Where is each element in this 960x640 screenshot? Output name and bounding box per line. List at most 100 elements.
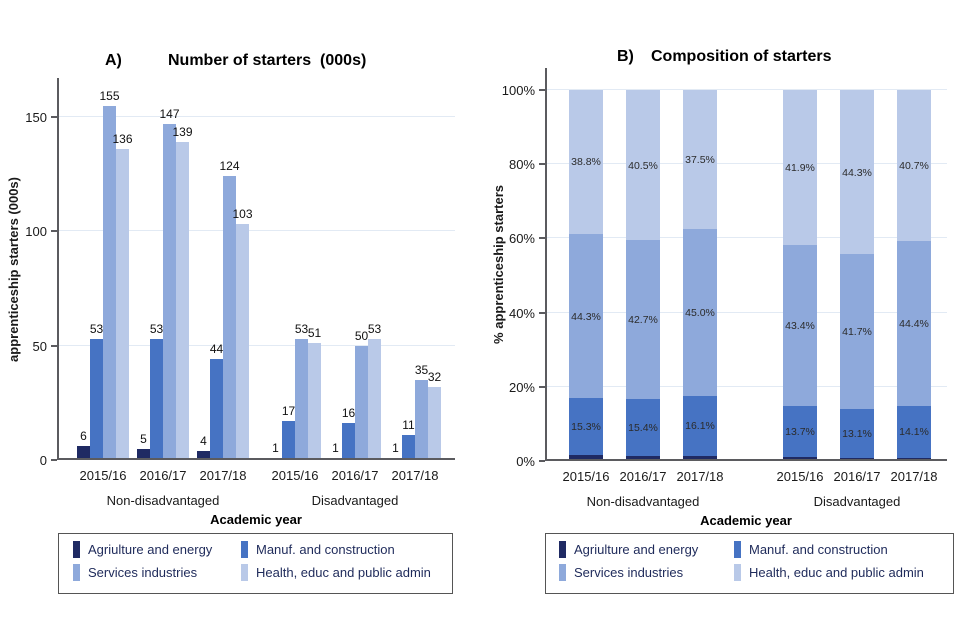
segment-s0-g2 (683, 455, 717, 461)
legend-swatch-icon (559, 564, 566, 581)
y-tick-60 (539, 237, 545, 240)
legend-item-3: Health, educ and public admin (241, 564, 431, 581)
bar-s3-g0 (116, 149, 129, 460)
segment-s1-g2 (683, 396, 717, 456)
legend-swatch-icon (734, 564, 741, 581)
legend-item-label: Manuf. and construction (749, 542, 888, 557)
segment-s1-g3 (783, 406, 817, 458)
panel-a-plot-area: 0 50 100 150 2015/16 2016/17 2017/18 2015/16 201… (25, 78, 455, 527)
bar-value-label: 124 (219, 159, 240, 174)
bar-s2-g0 (103, 105, 116, 460)
segment-value-label: 44.3% (842, 166, 872, 179)
bar-value-label: 50 (354, 328, 369, 343)
x-axis-title: Academic year (700, 513, 792, 528)
cluster-label-1: Disadvantaged (813, 494, 901, 509)
legend-item-label: Services industries (88, 565, 198, 580)
segment-value-label: 37.5% (685, 154, 715, 167)
segment-s1-g1 (626, 398, 660, 456)
bar-value-label: 53 (149, 321, 164, 336)
bar-s1-g1 (150, 338, 163, 460)
gridline-100 (57, 230, 455, 232)
segment-value-label: 43.4% (785, 320, 815, 333)
legend-item-3: Health, educ and public admin (734, 564, 924, 581)
x-tick-label-5: 2017/18 (890, 469, 938, 484)
bar-s3-g5 (428, 386, 441, 460)
legend-swatch-icon (73, 564, 80, 581)
bar-s1-g4 (342, 423, 355, 460)
segment-value-label: 15.3% (571, 421, 601, 434)
bar-value-label: 1 (392, 440, 399, 455)
segment-value-label: 15.4% (628, 421, 658, 434)
y-tick-label-40: 40% (508, 305, 535, 321)
x-tick-label-2: 2017/18 (676, 469, 724, 484)
legend-item-label: Manuf. and construction (256, 542, 395, 557)
gridline-60 (545, 237, 947, 239)
bar-value-label: 53 (294, 321, 309, 336)
panel-b-plot-area: 0% 20% 40% 60% 80% 100% 2015/16 2016/17 2017/18 2… (502, 68, 947, 528)
x-axis-line (545, 459, 947, 461)
bar-value-label: 6 (80, 429, 87, 444)
bar-s1-g2 (210, 359, 223, 460)
segment-value-label: 16.1% (685, 420, 715, 433)
segment-value-label: 40.5% (628, 159, 658, 172)
bar-s3-g4 (368, 338, 381, 460)
y-tick-label-0: 0 (39, 453, 47, 468)
x-tick-label-1: 2016/17 (139, 468, 187, 483)
bar-s2-g3 (295, 338, 308, 460)
segment-value-label: 44.3% (571, 310, 601, 323)
legend-item-0: Agriulture and energy (559, 541, 698, 558)
y-tick-label-150: 150 (25, 110, 47, 125)
bar-s2-g2 (223, 176, 236, 460)
panel-a-ylabel: apprenticeship starters (000s) (5, 176, 21, 362)
legend-item-label: Agriulture and energy (574, 542, 699, 557)
bar-value-label: 139 (172, 125, 193, 140)
panel-b-legend: Agriulture and energy Manuf. and construc… (545, 533, 954, 594)
bar-value-label: 155 (99, 88, 120, 103)
legend-item-2: Services industries (559, 564, 683, 581)
gridline-150 (57, 116, 455, 117)
segment-s3-g1 (626, 90, 660, 241)
segment-s0-g0 (569, 455, 603, 461)
y-tick-label-100: 100% (501, 83, 535, 98)
segment-s3-g0 (569, 90, 603, 234)
y-tick-100 (539, 89, 545, 91)
bar-value-label: 1 (272, 440, 279, 455)
y-tick-100 (51, 230, 57, 233)
panel-b-ylabel-wrap: % apprenticeship starters (487, 68, 509, 461)
gridline-100 (545, 89, 947, 90)
legend-swatch-icon (73, 541, 80, 558)
bar-s3-g3 (308, 343, 321, 460)
bar-value-label: 35 (414, 362, 429, 377)
legend-swatch-icon (559, 541, 566, 558)
bar-value-label: 53 (367, 321, 382, 336)
segment-value-label: 45.0% (685, 307, 715, 320)
legend-item-1: Manuf. and construction (734, 541, 888, 558)
segment-value-label: 44.4% (899, 317, 929, 330)
x-axis-line (57, 458, 455, 460)
segment-s1-g5 (897, 405, 931, 459)
bar-value-label: 11 (402, 417, 415, 432)
y-tick-40 (539, 311, 545, 314)
legend-item-label: Agriulture and energy (88, 542, 213, 557)
segment-value-label: 41.7% (842, 326, 872, 339)
legend-item-0: Agriulture and energy (73, 541, 212, 558)
legend-item-1: Manuf. and construction (241, 541, 395, 558)
bar-s1-g3 (282, 421, 295, 460)
bar-value-label: 32 (427, 369, 442, 384)
x-tick-label-1: 2016/17 (619, 469, 667, 484)
segment-s3-g2 (683, 90, 717, 230)
segment-s3-g4 (840, 90, 874, 255)
bar-value-label: 136 (112, 132, 133, 147)
bar-value-label: 147 (159, 106, 180, 121)
bar-s0-g0 (77, 446, 90, 460)
bar-s2-g5 (415, 379, 428, 460)
legend-swatch-icon (241, 564, 248, 581)
y-axis-line (57, 78, 59, 460)
segment-value-label: 38.8% (571, 156, 601, 169)
bar-s3-g2 (236, 224, 249, 460)
x-axis-title: Academic year (210, 512, 302, 527)
segment-s3-g3 (783, 90, 817, 246)
bar-s0-g1 (137, 448, 150, 460)
y-tick-0 (539, 460, 545, 462)
